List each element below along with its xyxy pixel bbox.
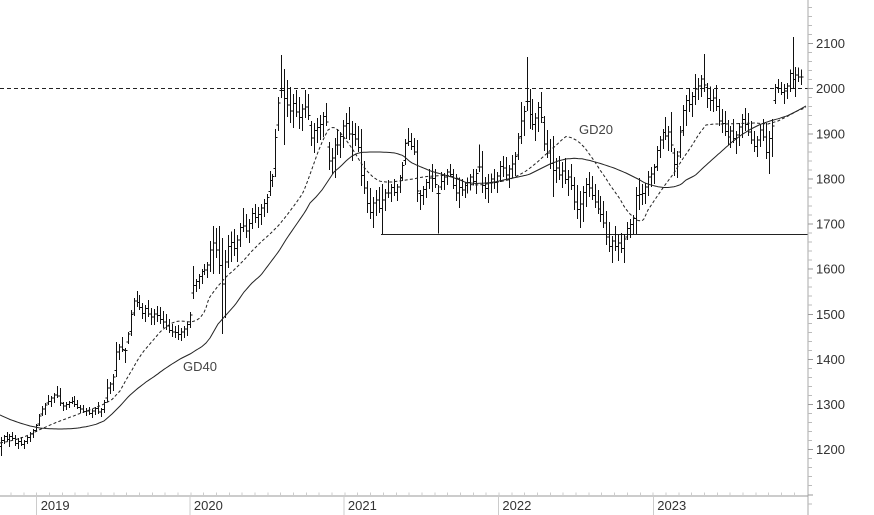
svg-text:2021: 2021 <box>348 498 377 513</box>
svg-text:1800: 1800 <box>816 171 845 186</box>
svg-text:2000: 2000 <box>816 81 845 96</box>
svg-text:2023: 2023 <box>657 498 686 513</box>
svg-text:GD20: GD20 <box>579 122 613 137</box>
svg-text:GD40: GD40 <box>183 359 217 374</box>
svg-text:1700: 1700 <box>816 217 845 232</box>
svg-text:1500: 1500 <box>816 307 845 322</box>
svg-text:2100: 2100 <box>816 36 845 51</box>
svg-text:1400: 1400 <box>816 352 845 367</box>
svg-text:1900: 1900 <box>816 126 845 141</box>
svg-text:1200: 1200 <box>816 442 845 457</box>
svg-text:1300: 1300 <box>816 397 845 412</box>
svg-text:2019: 2019 <box>41 498 70 513</box>
svg-text:2022: 2022 <box>502 498 531 513</box>
svg-text:2020: 2020 <box>194 498 223 513</box>
svg-text:1600: 1600 <box>816 262 845 277</box>
